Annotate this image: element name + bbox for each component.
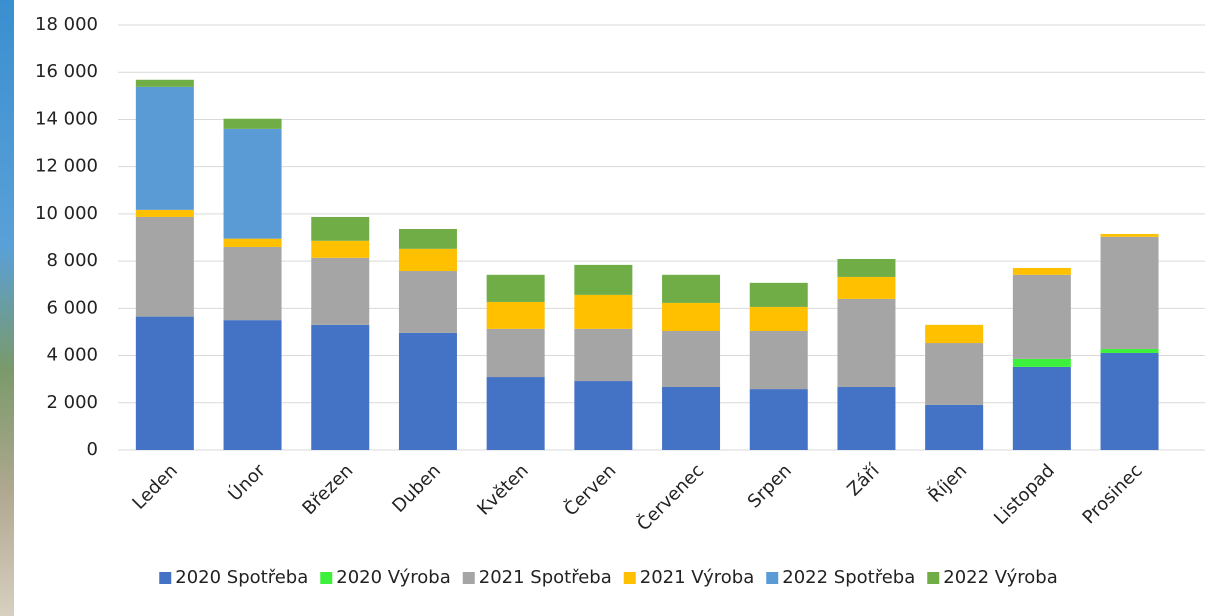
bar-segment	[750, 283, 808, 307]
bar-segment	[662, 387, 720, 450]
x-tick-label: Březen	[298, 460, 357, 519]
bar-segment	[574, 295, 632, 329]
bar-segment	[487, 377, 545, 450]
legend-swatch	[463, 572, 475, 584]
bar-segment	[487, 329, 545, 377]
bar-segment	[837, 259, 895, 277]
bar-segment	[1101, 353, 1159, 450]
legend: 2020 Spotřeba 2020 Výroba 2021 Spotřeba 202…	[159, 567, 1058, 588]
legend-label: 2020 Výroba	[336, 567, 451, 588]
x-tick-label: Únor	[224, 459, 270, 505]
x-tick-label: Září	[843, 460, 884, 501]
bar-segment	[136, 87, 194, 210]
bar-segment	[399, 271, 457, 333]
bar-segment	[662, 275, 720, 303]
bar-segment	[224, 129, 282, 239]
bar-segment	[1101, 349, 1159, 353]
y-tick-label: 6 000	[46, 297, 98, 318]
bar-segment	[662, 331, 720, 387]
bar-segment	[750, 331, 808, 389]
bar-segment	[662, 303, 720, 331]
bar-segment	[311, 258, 369, 325]
bar-segment	[399, 229, 457, 249]
bar-segment	[1013, 367, 1071, 450]
y-tick-label: 16 000	[35, 61, 98, 82]
legend-label: 2022 Spotřeba	[782, 567, 915, 588]
x-tick-label: Květen	[473, 460, 532, 519]
y-tick-label: 4 000	[46, 345, 98, 366]
bar-segment	[311, 217, 369, 241]
y-tick-label: 10 000	[35, 203, 98, 224]
bar-segment	[487, 275, 545, 302]
legend-swatch	[766, 572, 778, 584]
bar-segment	[750, 389, 808, 450]
bar-segment	[837, 387, 895, 450]
page: 0 2 000 4 000 6 000 8 000 10 000 12 000 14 000 1…	[0, 0, 1217, 616]
bar-segment	[925, 405, 983, 450]
bar-segment	[837, 277, 895, 299]
legend-swatch	[320, 572, 332, 584]
x-tick-label: Říjen	[924, 460, 971, 507]
x-tick-label: Listopad	[990, 460, 1059, 529]
bar-segment	[136, 317, 194, 450]
y-tick-label: 12 000	[35, 156, 98, 177]
x-tick-label: Leden	[128, 460, 182, 514]
bar-segment	[1101, 234, 1159, 237]
bar-segment	[311, 325, 369, 450]
legend-label: 2020 Spotřeba	[175, 567, 308, 588]
bar-segment	[925, 343, 983, 405]
bar-segment	[136, 210, 194, 217]
bar-segment	[224, 239, 282, 247]
bar-segment	[224, 119, 282, 129]
x-tick-label: Červenec	[632, 460, 708, 536]
bar-segment	[311, 241, 369, 258]
bar-segment	[399, 333, 457, 450]
y-tick-label: 14 000	[35, 108, 98, 129]
y-tick-label: 2 000	[46, 392, 98, 413]
bar-segment	[136, 217, 194, 317]
bar-segment	[574, 265, 632, 295]
legend-label: 2021 Spotřeba	[479, 567, 612, 588]
bar-segment	[574, 329, 632, 381]
legend-label: 2022 Výroba	[943, 567, 1058, 588]
bar-segment	[925, 325, 983, 343]
legend-swatch	[159, 572, 171, 584]
chart: 0 2 000 4 000 6 000 8 000 10 000 12 000 14 000 1…	[0, 0, 1217, 616]
bar-segment	[1101, 237, 1159, 349]
x-tick-label: Duben	[388, 460, 445, 517]
bar-segment	[487, 302, 545, 329]
bar-segment	[1013, 359, 1071, 367]
bar-segment	[399, 249, 457, 271]
bar-segment	[1013, 275, 1071, 359]
x-tick-label: Červen	[559, 460, 620, 521]
y-tick-label: 0	[87, 439, 98, 460]
y-tick-label: 8 000	[46, 250, 98, 271]
x-tick-label: Srpen	[744, 460, 796, 512]
y-tick-label: 18 000	[35, 14, 98, 35]
bar-segment	[750, 307, 808, 331]
bar-segment	[224, 320, 282, 450]
bar-segment	[136, 80, 194, 87]
legend-swatch	[927, 572, 939, 584]
x-tick-label: Prosinec	[1079, 460, 1147, 528]
legend-swatch	[624, 572, 636, 584]
legend-label: 2021 Výroba	[640, 567, 755, 588]
bar-segment	[837, 299, 895, 387]
bar-segment	[224, 247, 282, 320]
bar-segment	[574, 381, 632, 450]
bar-segment	[1013, 268, 1071, 275]
